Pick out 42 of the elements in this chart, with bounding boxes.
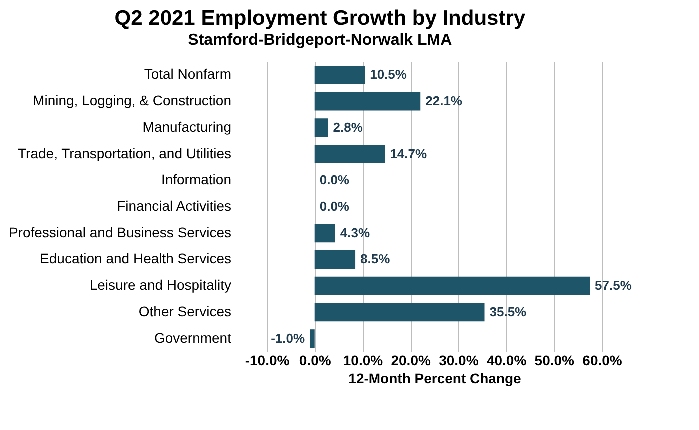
x-tick-label: 0.0%	[299, 352, 332, 368]
x-tick-label: 20.0%	[391, 352, 432, 368]
x-tick-label: 40.0%	[486, 352, 528, 368]
y-tick-label: Government	[154, 330, 232, 346]
data-label: 22.1%	[426, 94, 463, 109]
x-tick-label: 60.0%	[582, 352, 623, 368]
y-tick-label: Leisure and Hospitality	[90, 277, 232, 294]
y-tick-label: Professional and Business Services	[8, 224, 232, 240]
bar	[314, 250, 356, 269]
y-tick-label: Manufacturing	[142, 118, 232, 135]
chart-title: Q2 2021 Employment Growth by Industry	[114, 7, 526, 30]
bar	[314, 92, 421, 111]
y-tick-label: Trade, Transportation, and Utilities	[18, 145, 232, 162]
y-tick-label: Total Nonfarm	[144, 66, 232, 82]
data-label: 0.0%	[320, 172, 350, 188]
x-tick-label: 50.0%	[534, 352, 576, 368]
data-label: 0.0%	[320, 199, 350, 214]
bar	[314, 145, 386, 164]
bar	[314, 118, 328, 138]
bar	[314, 276, 590, 296]
bar	[314, 66, 366, 84]
data-label: 57.5%	[595, 278, 632, 294]
data-label: 2.8%	[333, 120, 364, 135]
bar	[314, 303, 485, 322]
x-axis-title: 12-Month Percent Change	[348, 370, 522, 386]
data-label: 35.5%	[490, 304, 528, 320]
y-tick-label: Financial Activities	[117, 198, 232, 214]
data-label: -1.0%	[271, 330, 306, 346]
data-label: 8.5%	[360, 252, 391, 267]
chart-subtitle: Stamford-Bridgeport-Norwalk LMA	[188, 32, 453, 49]
y-tick-label: Education and Health Services	[40, 250, 232, 267]
x-tick-label: 10.0%	[343, 352, 384, 368]
data-label: 10.5%	[370, 67, 408, 82]
y-tick-label: Mining, Logging, & Construction	[33, 92, 232, 109]
y-tick-label: Other Services	[138, 303, 232, 320]
y-tick-label: Information	[161, 172, 232, 188]
bar	[310, 330, 315, 348]
x-tick-label: -10.0%	[245, 352, 290, 368]
data-label: 14.7%	[390, 146, 428, 162]
bar	[314, 224, 336, 243]
data-label: 4.3%	[340, 225, 371, 240]
x-tick-label: 30.0%	[439, 352, 480, 368]
